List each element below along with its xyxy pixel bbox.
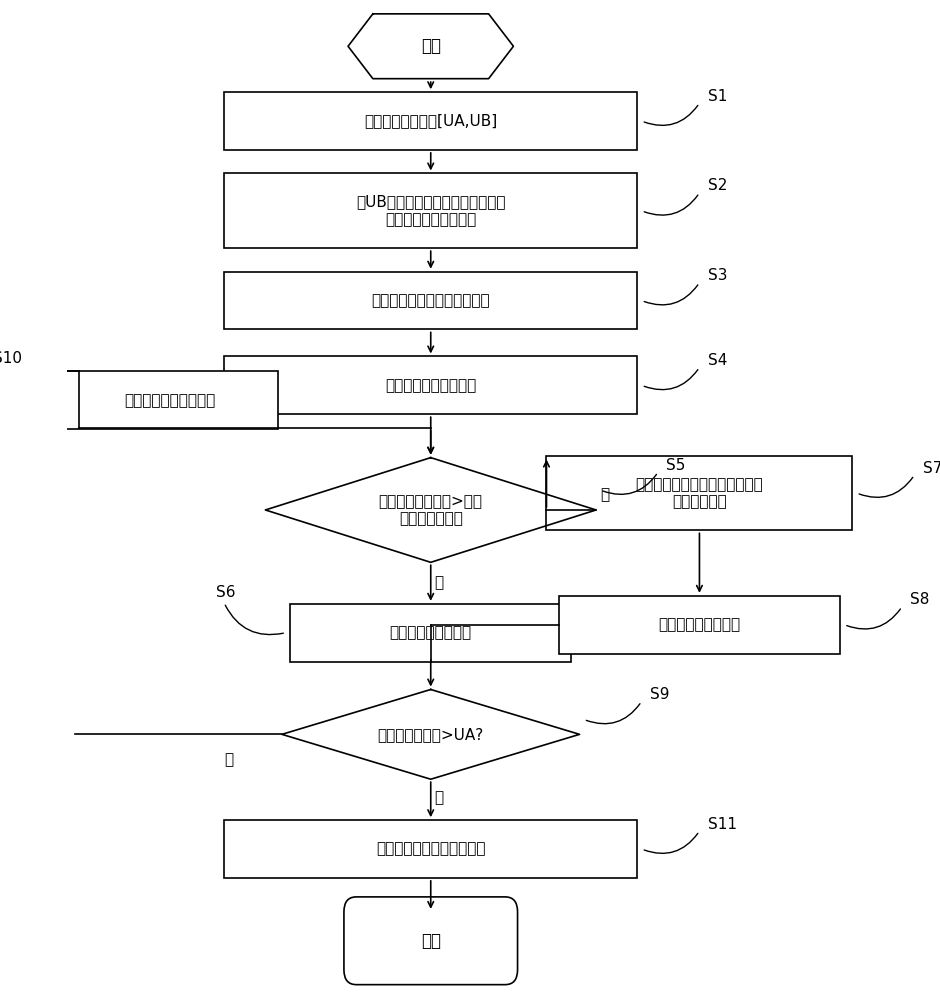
Text: 扫描得到局部最大功率点，记录
其电压、功率: 扫描得到局部最大功率点，记录 其电压、功率: [635, 477, 763, 509]
Text: 计算当前参考点的电压、电流: 计算当前参考点的电压、电流: [371, 293, 490, 308]
Text: 当前转折点的电流>当前
参考点的电流？: 当前转折点的电流>当前 参考点的电流？: [379, 494, 483, 526]
Text: S5: S5: [666, 458, 686, 473]
Text: 确定扫描电压范围[UA,UB]: 确定扫描电压范围[UA,UB]: [364, 114, 497, 129]
Bar: [224, 272, 637, 329]
Text: 计算当前转折点的电流: 计算当前转折点的电流: [125, 393, 216, 408]
Bar: [546, 456, 853, 530]
Text: 开始: 开始: [421, 37, 441, 55]
Text: S2: S2: [708, 178, 727, 193]
Bar: [224, 820, 637, 878]
Text: 是: 是: [434, 576, 444, 591]
Text: 是: 是: [224, 752, 233, 767]
Text: S4: S4: [708, 353, 727, 368]
Text: 计算当前转折点的电流: 计算当前转折点的电流: [385, 378, 477, 393]
Text: 当前参考点电压>UA?: 当前参考点电压>UA?: [378, 727, 484, 742]
Text: 否: 否: [434, 790, 444, 805]
Bar: [559, 596, 840, 654]
Text: 否: 否: [601, 488, 609, 503]
Bar: [224, 173, 637, 248]
Text: 结束: 结束: [421, 932, 441, 950]
Text: S1: S1: [708, 89, 727, 104]
Bar: [224, 356, 637, 414]
Text: S11: S11: [708, 817, 737, 832]
Bar: [224, 92, 637, 150]
Text: S6: S6: [216, 585, 235, 600]
Text: S7: S7: [923, 461, 940, 476]
Text: 重新确定当前参考点: 重新确定当前参考点: [390, 625, 472, 640]
Text: 从UB开始扫描，确定局部最大功率
点并记录其电压和功率: 从UB开始扫描，确定局部最大功率 点并记录其电压和功率: [356, 195, 506, 227]
Text: S10: S10: [0, 351, 22, 366]
Text: 确定光伏阵列的最大功率点: 确定光伏阵列的最大功率点: [376, 842, 485, 857]
Bar: [290, 604, 572, 662]
Text: S9: S9: [650, 687, 669, 702]
Text: S3: S3: [708, 268, 728, 283]
Text: 重新确定当前参考点: 重新确定当前参考点: [658, 617, 741, 632]
Text: S8: S8: [910, 592, 930, 607]
Bar: [63, 371, 278, 429]
FancyBboxPatch shape: [344, 897, 518, 985]
